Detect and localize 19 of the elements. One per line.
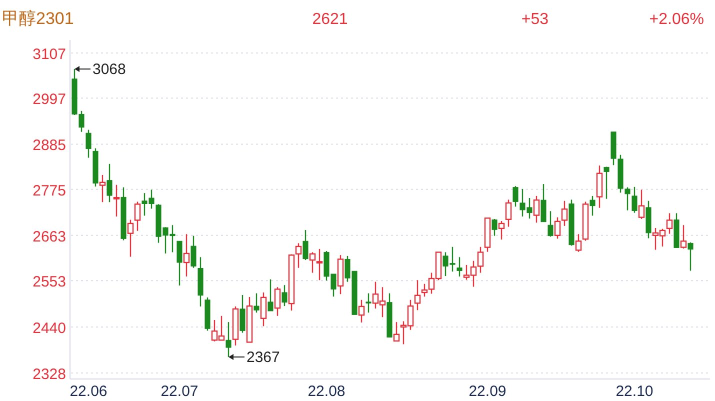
text: +2.06%	[649, 11, 704, 28]
y-tick-label: 2328	[32, 366, 66, 383]
y-tick-label: 2997	[32, 91, 66, 108]
x-tick-label: 22.07	[160, 383, 198, 400]
text: +53	[521, 11, 549, 28]
x-tick-label: 22.08	[308, 383, 346, 400]
y-tick-label: 2553	[32, 274, 66, 291]
x-tick-label: 22.09	[468, 383, 506, 400]
y-tick-label: 2775	[32, 182, 66, 200]
annotation: 2367	[246, 348, 280, 366]
chart-title: 甲醇2301	[2, 9, 74, 28]
y-tick-label: 3107	[32, 46, 66, 63]
text: 2621	[312, 11, 348, 28]
annotation: 3068	[92, 61, 126, 78]
y-tick-label: 2440	[32, 320, 66, 337]
y-tick-label: 2885	[32, 137, 66, 154]
x-tick-label: 22.06	[70, 383, 108, 400]
x-tick-label: 22.10	[616, 383, 654, 400]
y-tick-label: 2663	[32, 228, 66, 246]
